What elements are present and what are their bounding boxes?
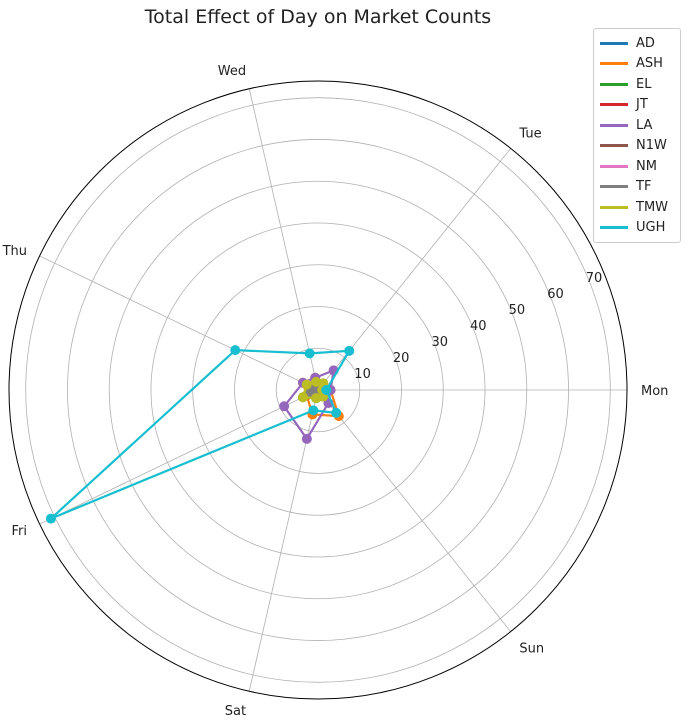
legend-label: TMW	[636, 199, 669, 215]
legend-swatch	[600, 41, 628, 45]
spoke-sun	[317, 389, 511, 632]
legend-swatch	[600, 205, 628, 209]
data-point-ugh-sun	[331, 407, 342, 418]
data-point-ugh-wed	[304, 348, 315, 359]
legend-label: AD	[636, 35, 655, 51]
data-point-ugh-fri	[45, 513, 56, 524]
legend-item-tf: TF	[600, 177, 674, 198]
radial-tick-label-30: 30	[431, 335, 448, 350]
radial-tick-label-40: 40	[470, 319, 487, 334]
legend-label: UGH	[636, 220, 666, 236]
legend-swatch	[600, 103, 628, 107]
legend-item-ugh: UGH	[600, 218, 674, 239]
legend-swatch	[600, 164, 628, 168]
data-point-la-sat	[301, 433, 312, 444]
data-point-ugh-sat	[308, 405, 319, 416]
category-label-sun: Sun	[519, 642, 544, 657]
legend-swatch	[600, 144, 628, 148]
category-label-wed: Wed	[218, 64, 246, 79]
legend-swatch	[600, 123, 628, 127]
category-label-fri: Fri	[11, 524, 27, 539]
data-point-la-fri	[279, 401, 290, 412]
legend-label: ASH	[636, 56, 663, 72]
radial-tick-label-70: 70	[586, 271, 603, 286]
category-label-thu: Thu	[2, 244, 27, 259]
spoke-wed	[248, 88, 319, 391]
category-label-tue: Tue	[518, 126, 541, 141]
data-point-tmw-thu	[301, 379, 312, 390]
legend-label: NM	[636, 158, 657, 174]
legend-item-n1w: N1W	[600, 136, 674, 157]
legend-item-el: EL	[600, 74, 674, 95]
legend-swatch	[600, 185, 628, 189]
legend-swatch	[600, 62, 628, 66]
legend-label: EL	[636, 76, 652, 92]
data-point-ugh-mon	[321, 385, 332, 395]
data-point-tmw-wed	[311, 376, 322, 387]
radial-tick-label-20: 20	[393, 351, 410, 366]
spoke-thu	[39, 255, 319, 391]
legend-item-la: LA	[600, 115, 674, 136]
legend-item-nm: NM	[600, 156, 674, 177]
legend: AD ASH EL JT LA N1W NM TF TMW UGH	[593, 28, 681, 243]
legend-label: N1W	[636, 138, 667, 154]
legend-item-jt: JT	[600, 95, 674, 116]
category-label-sat: Sat	[225, 704, 246, 719]
data-point-ugh-tue	[344, 345, 355, 356]
radial-tick-label-50: 50	[509, 303, 526, 318]
legend-item-ad: AD	[600, 33, 674, 54]
spoke-fri	[39, 389, 319, 525]
category-label-mon: Mon	[641, 384, 668, 399]
legend-item-tmw: TMW	[600, 197, 674, 218]
legend-swatch	[600, 82, 628, 86]
data-point-ugh-thu	[230, 345, 241, 356]
legend-label: LA	[636, 117, 653, 133]
legend-label: JT	[636, 97, 648, 113]
data-point-tmw-fri	[297, 392, 308, 403]
legend-item-ash: ASH	[600, 54, 674, 75]
polar-frame	[8, 80, 628, 700]
radial-tick-label-10: 10	[354, 367, 371, 382]
radial-tick-label-60: 60	[547, 287, 564, 302]
legend-swatch	[600, 226, 628, 230]
legend-label: TF	[636, 179, 652, 195]
chart-title: Total Effect of Day on Market Counts	[144, 6, 492, 28]
